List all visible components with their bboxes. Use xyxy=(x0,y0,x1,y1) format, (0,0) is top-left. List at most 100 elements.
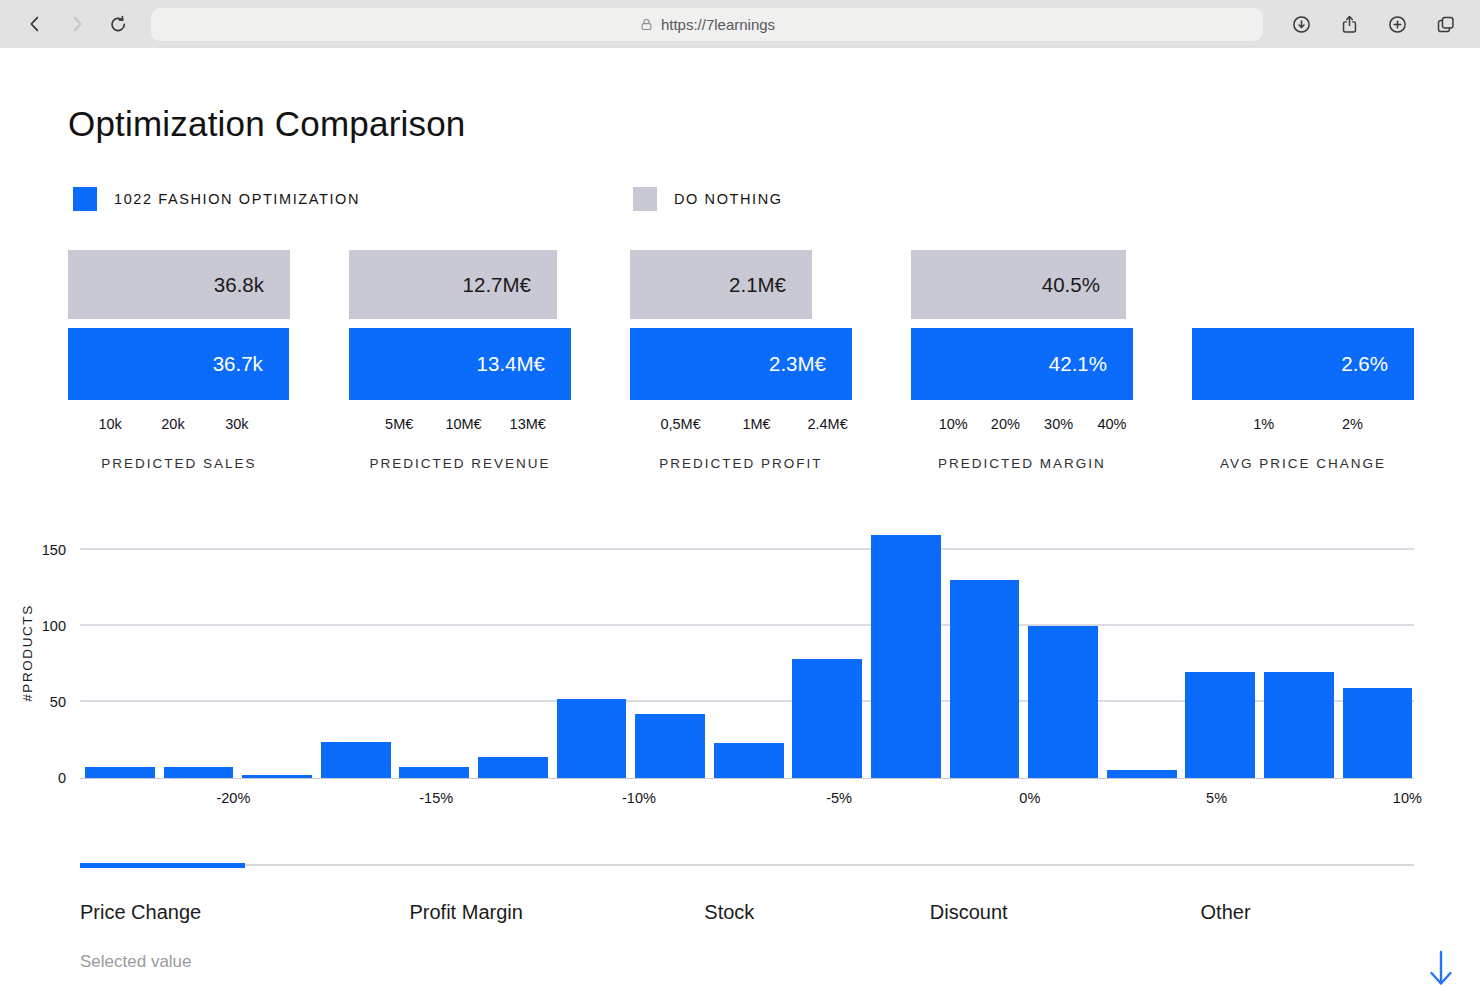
page-title: Optimization Comparison xyxy=(68,103,1414,145)
histogram-bar xyxy=(1028,626,1098,778)
lock-icon xyxy=(639,17,654,32)
legend-label: 1022 FASHION OPTIMIZATION xyxy=(114,191,360,207)
kpi-axis-tick: 1M€ xyxy=(742,416,770,432)
kpi-axis: 10%20%30%40% xyxy=(911,416,1133,434)
kpi-axis-tick: 5M€ xyxy=(385,416,413,432)
kpi-axis: 0,5M€ 1M€ 2.4M€ xyxy=(630,416,852,434)
tab-other[interactable]: Other xyxy=(1201,901,1251,924)
tab-discount[interactable]: Discount xyxy=(930,901,1008,924)
kpi-panel-predicted-profit: 2.1M€ 2.3M€ 0,5M€ 1M€ 2.4M€ PREDICTED PROFIT xyxy=(630,250,852,471)
new-tab-icon[interactable] xyxy=(1385,12,1410,37)
kpi-title: PREDICTED PROFIT xyxy=(630,456,852,471)
kpi-axis-tick: 20% xyxy=(991,416,1020,432)
kpi-value-do-nothing: 40.5% xyxy=(1042,273,1100,297)
kpi-value-optimization: 42.1% xyxy=(1049,352,1107,376)
share-icon[interactable] xyxy=(1337,12,1362,37)
kpi-axis-tick: 10M€ xyxy=(445,416,481,432)
tab-stock[interactable]: Stock xyxy=(704,901,754,924)
kpi-axis-tick: 20k xyxy=(161,416,184,432)
kpi-panel-predicted-revenue: 12.7M€ 13.4M€ 5M€ 10M€ 13M€ PREDICTED REVENUE xyxy=(349,250,571,471)
legend-label: DO NOTHING xyxy=(674,191,783,207)
histogram-bar xyxy=(635,714,705,778)
kpi-panel-predicted-sales: 36.8k36.7k10k20k30kPREDICTED SALES xyxy=(68,250,290,471)
x-axis-tick: 5% xyxy=(1206,790,1227,806)
kpi-axis: 1%2% xyxy=(1192,416,1414,434)
kpi-bar-do-nothing: 40.5% xyxy=(911,250,1126,319)
kpi-title: PREDICTED REVENUE xyxy=(349,456,571,471)
kpi-bar-optimization: 36.7k xyxy=(68,328,289,400)
download-icon[interactable] xyxy=(1289,12,1314,37)
tab-labels: Price Change Profit Margin Stock Discount Ot… xyxy=(80,901,1414,928)
histogram-bar xyxy=(242,775,312,778)
legend-item-1022-fashion-optimization: 1022 FASHION OPTIMIZATION xyxy=(73,187,360,211)
kpi-bar-do-nothing xyxy=(1192,250,1218,319)
legend-swatch xyxy=(73,187,97,211)
x-axis: -20%-15%-10%-5%0%5%10% xyxy=(80,779,1414,809)
tab-price-change[interactable]: Price Change xyxy=(80,901,201,924)
kpi-axis-tick: 30% xyxy=(1044,416,1073,432)
browser-nav-group xyxy=(22,11,131,37)
gridline xyxy=(80,548,1414,550)
back-icon[interactable] xyxy=(22,11,48,37)
histogram-bar xyxy=(557,699,627,778)
legend: 1022 FASHION OPTIMIZATION DO NOTHING xyxy=(68,187,1414,211)
selected-tab-indicator xyxy=(80,863,245,868)
forward-icon[interactable] xyxy=(64,11,90,37)
address-bar[interactable]: https://7learnings xyxy=(151,8,1263,41)
histogram-bar xyxy=(871,535,941,778)
y-axis-tick: 150 xyxy=(42,542,66,558)
kpi-axis-tick: 0,5M€ xyxy=(660,416,700,432)
histogram-bar xyxy=(478,757,548,778)
histogram-bar xyxy=(950,580,1020,778)
tab-track xyxy=(80,863,1414,868)
kpi-value-optimization: 2.6% xyxy=(1341,352,1388,376)
histogram-bar xyxy=(321,742,391,779)
kpi-value-optimization: 2.3M€ xyxy=(769,352,826,376)
x-axis-tick: -5% xyxy=(826,790,852,806)
histogram-bar xyxy=(164,767,234,778)
scroll-down-arrow[interactable] xyxy=(1426,948,1456,987)
tab-profit-margin[interactable]: Profit Margin xyxy=(409,901,522,924)
kpi-value-do-nothing: 12.7M€ xyxy=(463,273,531,297)
browser-toolbar: https://7learnings xyxy=(0,0,1480,48)
x-axis-tick: 0% xyxy=(1019,790,1040,806)
legend-swatch xyxy=(633,187,657,211)
kpi-axis-tick: 40% xyxy=(1097,416,1126,432)
x-axis-tick: -10% xyxy=(622,790,656,806)
x-axis-tick: -15% xyxy=(419,790,453,806)
y-axis-title: #PRODUCTS xyxy=(20,604,35,702)
kpi-value-do-nothing: 2.1M€ xyxy=(729,273,786,297)
kpi-bar-optimization: 2.3M€ xyxy=(630,328,852,400)
histogram-bar xyxy=(1107,770,1177,778)
kpi-bar-optimization: 42.1% xyxy=(911,328,1133,400)
histogram-chart: #PRODUCTS 050100150 -20%-15%-10%-5%0%5%1… xyxy=(80,527,1414,809)
kpi-axis-tick: 10k xyxy=(98,416,121,432)
kpi-bar-optimization: 13.4M€ xyxy=(349,328,571,400)
histogram-bar xyxy=(399,767,469,778)
kpi-axis-tick: 2.4M€ xyxy=(807,416,847,432)
kpi-bar-optimization: 2.6% xyxy=(1192,328,1414,400)
x-axis-tick: -20% xyxy=(216,790,250,806)
selected-value-hint: Selected value xyxy=(80,952,1414,972)
kpi-row: 36.8k36.7k10k20k30kPREDICTED SALES12.7M€… xyxy=(68,250,1414,471)
kpi-axis-tick: 13M€ xyxy=(510,416,546,432)
kpi-axis: 5M€ 10M€ 13M€ xyxy=(349,416,571,434)
y-axis-tick: 100 xyxy=(42,618,66,634)
histogram-plot-area: #PRODUCTS 050100150 xyxy=(80,527,1414,779)
kpi-title: PREDICTED SALES xyxy=(68,456,290,471)
x-axis-tick: 10% xyxy=(1393,790,1422,806)
kpi-value-optimization: 13.4M€ xyxy=(477,352,545,376)
histogram-bar xyxy=(714,743,784,778)
kpi-value-optimization: 36.7k xyxy=(213,352,263,376)
y-axis-tick: 0 xyxy=(58,770,66,786)
histogram-bar xyxy=(1185,672,1255,778)
tab-overview-icon[interactable] xyxy=(1433,12,1458,37)
browser-action-group xyxy=(1289,12,1458,37)
kpi-axis-tick: 2% xyxy=(1342,416,1363,432)
reload-icon[interactable] xyxy=(106,12,131,37)
kpi-bar-do-nothing: 2.1M€ xyxy=(630,250,812,319)
histogram-bar xyxy=(85,767,155,778)
legend-item-do-nothing: DO NOTHING xyxy=(633,187,783,211)
url-text: https://7learnings xyxy=(661,16,775,33)
kpi-bar-do-nothing: 12.7M€ xyxy=(349,250,557,319)
